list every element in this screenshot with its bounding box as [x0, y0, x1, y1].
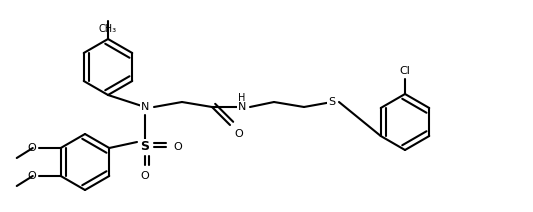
- Text: CH₃: CH₃: [99, 24, 117, 34]
- Text: H: H: [238, 93, 246, 103]
- Text: O: O: [27, 171, 36, 181]
- Text: N: N: [141, 102, 149, 112]
- Text: O: O: [173, 142, 182, 152]
- Text: Cl: Cl: [400, 66, 410, 76]
- Text: S: S: [328, 97, 336, 107]
- Text: O: O: [141, 171, 149, 181]
- Text: S: S: [141, 141, 149, 153]
- Text: O: O: [27, 143, 36, 153]
- Text: O: O: [234, 129, 243, 139]
- Text: N: N: [238, 102, 246, 112]
